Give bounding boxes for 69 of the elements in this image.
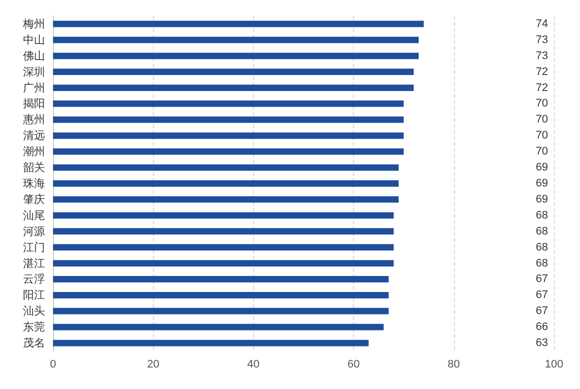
bar: [53, 68, 414, 76]
data-label: 73: [536, 34, 548, 46]
data-label: 68: [536, 209, 548, 222]
y-tick-label: 云浮: [23, 272, 45, 286]
bar: [53, 52, 419, 60]
y-tick-label: 汕尾: [23, 208, 45, 222]
bar: [53, 180, 399, 187]
y-tick-label: 梅州: [22, 17, 45, 30]
data-label: 68: [536, 241, 548, 254]
data-label: 73: [536, 50, 548, 62]
bar: [53, 244, 394, 250]
data-label: 66: [536, 321, 548, 334]
bar: [53, 132, 404, 139]
data-label: 67: [536, 289, 548, 302]
data-label: 70: [536, 98, 548, 110]
y-tick-label: 珠海: [23, 177, 45, 190]
data-label: 70: [536, 114, 548, 126]
bar: [53, 292, 389, 298]
bar: [53, 20, 424, 28]
bar: [53, 116, 404, 123]
y-tick-label: 惠州: [22, 113, 45, 126]
y-tick-label: 阳江: [23, 288, 45, 302]
x-tick-label: 80: [448, 358, 460, 370]
data-label: 69: [536, 193, 548, 206]
y-tick-label: 广州: [23, 81, 45, 94]
y-tick-label: 佛山: [23, 49, 45, 62]
bar: [53, 260, 394, 266]
y-tick-label: 茂名: [23, 336, 45, 350]
bar: [53, 228, 394, 235]
bar: [53, 196, 399, 203]
data-label: 68: [536, 257, 548, 270]
data-label: 69: [536, 162, 548, 174]
data-label: 69: [536, 178, 548, 190]
bar: [53, 308, 389, 314]
y-tick-label: 深圳: [23, 65, 45, 78]
data-label: 72: [536, 66, 548, 78]
y-tick-label: 汕头: [23, 304, 45, 318]
bar: [53, 276, 389, 282]
bar: [53, 164, 399, 171]
bar: [53, 324, 384, 330]
y-tick-label: 肇庆: [23, 192, 45, 206]
y-tick-label: 韶关: [23, 161, 45, 174]
y-tick-label: 清远: [23, 129, 45, 142]
y-tick-label: 揭阳: [23, 97, 45, 110]
bar: [53, 36, 419, 44]
x-tick-label: 0: [50, 358, 56, 370]
bar: [53, 340, 369, 346]
data-label: 67: [536, 273, 548, 286]
x-tick-label: 40: [247, 358, 260, 370]
data-label: 72: [536, 82, 548, 94]
y-tick-label: 潮州: [23, 145, 45, 158]
data-label: 70: [536, 130, 548, 142]
x-tick-label: 60: [347, 358, 360, 370]
data-label: 74: [536, 18, 548, 30]
data-label: 67: [536, 305, 548, 318]
y-tick-label: 江门: [23, 240, 45, 254]
data-label: 63: [536, 337, 548, 350]
y-tick-label: 河源: [23, 224, 45, 238]
bar: [53, 100, 404, 107]
bar: [53, 148, 404, 155]
y-tick-label: 中山: [23, 33, 45, 46]
data-label: 68: [536, 225, 548, 238]
bar: [53, 212, 394, 219]
x-tick-label: 20: [147, 358, 160, 370]
bar: [53, 84, 414, 91]
y-tick-label: 东莞: [23, 320, 45, 334]
data-label: 70: [536, 146, 548, 158]
y-tick-label: 湛江: [23, 256, 45, 270]
x-tick-label: 100: [544, 358, 564, 370]
